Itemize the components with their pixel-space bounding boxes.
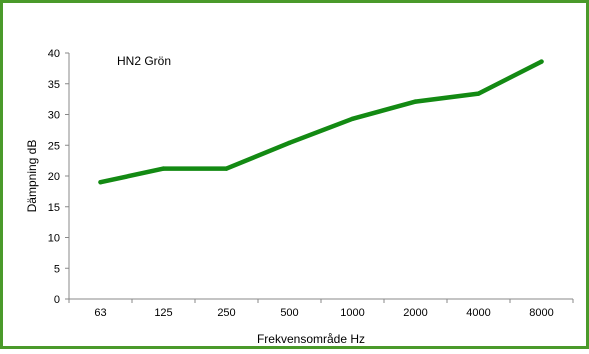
y-tick-label: 30 <box>48 110 60 122</box>
data-point <box>476 91 481 96</box>
series-group <box>98 59 544 185</box>
data-point <box>413 99 418 104</box>
x-tick-label: 8000 <box>529 307 553 319</box>
data-point <box>539 59 544 64</box>
x-tick-label: 2000 <box>403 307 427 319</box>
x-tick-label: 4000 <box>466 307 490 319</box>
y-tick-label: 0 <box>54 294 60 306</box>
data-point <box>224 166 229 171</box>
x-tick-label: 1000 <box>340 307 364 319</box>
x-tick-label: 63 <box>94 307 106 319</box>
data-point <box>98 179 103 185</box>
data-point <box>287 140 292 145</box>
y-tick-label: 20 <box>48 171 60 183</box>
series-line <box>98 59 544 185</box>
chart-annotation: HN2 Grön <box>117 54 171 68</box>
y-tick-label: 10 <box>48 233 60 245</box>
y-tick-label: 40 <box>48 48 60 60</box>
data-point <box>161 166 166 171</box>
y-axis-label: Dämpning dB <box>25 140 39 213</box>
x-tick-label: 250 <box>217 307 235 319</box>
y-tick-label: 5 <box>54 263 60 275</box>
data-point <box>350 116 355 122</box>
y-tick-label: 35 <box>48 79 60 91</box>
x-tick-label: 500 <box>280 307 298 319</box>
x-axis-ticks: 63 125 250 500 1000 2000 4000 8000 <box>68 299 574 319</box>
y-axis-ticks: 0 5 10 15 20 25 30 35 40 <box>48 48 69 306</box>
x-tick-label: 125 <box>154 307 172 319</box>
y-tick-label: 25 <box>48 140 60 152</box>
x-axis-label: Frekvensområde Hz <box>257 332 365 346</box>
y-tick-label: 15 <box>48 202 60 214</box>
